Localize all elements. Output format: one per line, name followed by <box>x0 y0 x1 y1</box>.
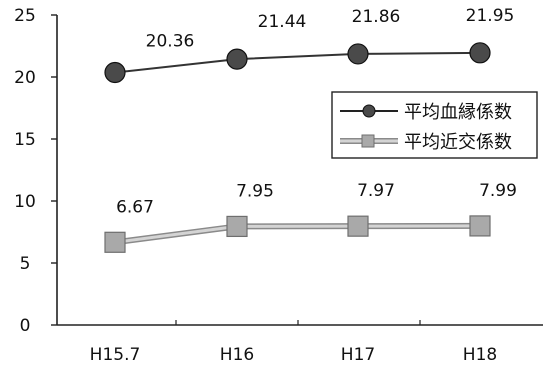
series-line <box>114 51 481 74</box>
y-tick-label: 5 <box>20 254 31 274</box>
legend-label: 平均近交係数 <box>404 132 512 153</box>
series-2 <box>104 215 491 253</box>
legend-label: 平均血縁係数 <box>404 102 512 123</box>
data-label: 21.95 <box>466 6 515 26</box>
data-label: 7.99 <box>479 181 517 201</box>
data-point-square <box>469 215 491 237</box>
legend-item-2: 平均近交係数 <box>340 132 512 153</box>
x-tick-label: H15.7 <box>90 345 141 365</box>
axes: 0 5 10 15 20 25 H15.7 H16 H17 H18 <box>14 6 543 365</box>
legend-marker-circle <box>362 104 376 118</box>
data-labels-layer: 20.36 21.44 21.86 21.95 6.67 7.95 7.97 7.99 <box>116 6 517 217</box>
data-label: 21.86 <box>352 7 401 27</box>
data-point-square <box>226 215 248 238</box>
data-label: 21.44 <box>258 12 307 32</box>
data-point-circle <box>226 48 248 70</box>
data-point-square <box>347 215 369 237</box>
data-label: 7.97 <box>357 181 395 201</box>
x-tick-label: H16 <box>220 345 254 365</box>
y-tick-label: 20 <box>14 68 36 88</box>
legend-item-1: 平均血縁係数 <box>340 102 512 123</box>
series-1 <box>104 42 491 84</box>
series-layer <box>104 42 491 253</box>
data-point-circle <box>469 42 491 64</box>
series-line <box>114 224 481 244</box>
data-label: 6.67 <box>116 197 154 217</box>
data-label: 20.36 <box>146 32 195 52</box>
y-tick-label: 25 <box>14 6 36 26</box>
legend-marker-square <box>361 134 375 148</box>
data-point-circle <box>347 43 369 65</box>
data-point-circle <box>104 61 126 84</box>
y-tick-label: 15 <box>14 130 36 150</box>
y-tick-label: 10 <box>14 192 36 212</box>
data-label: 7.95 <box>236 181 274 201</box>
x-tick-label: H18 <box>463 345 497 365</box>
data-point-square <box>104 231 126 253</box>
y-tick-label: 0 <box>20 316 31 336</box>
x-tick-label: H17 <box>341 345 375 365</box>
